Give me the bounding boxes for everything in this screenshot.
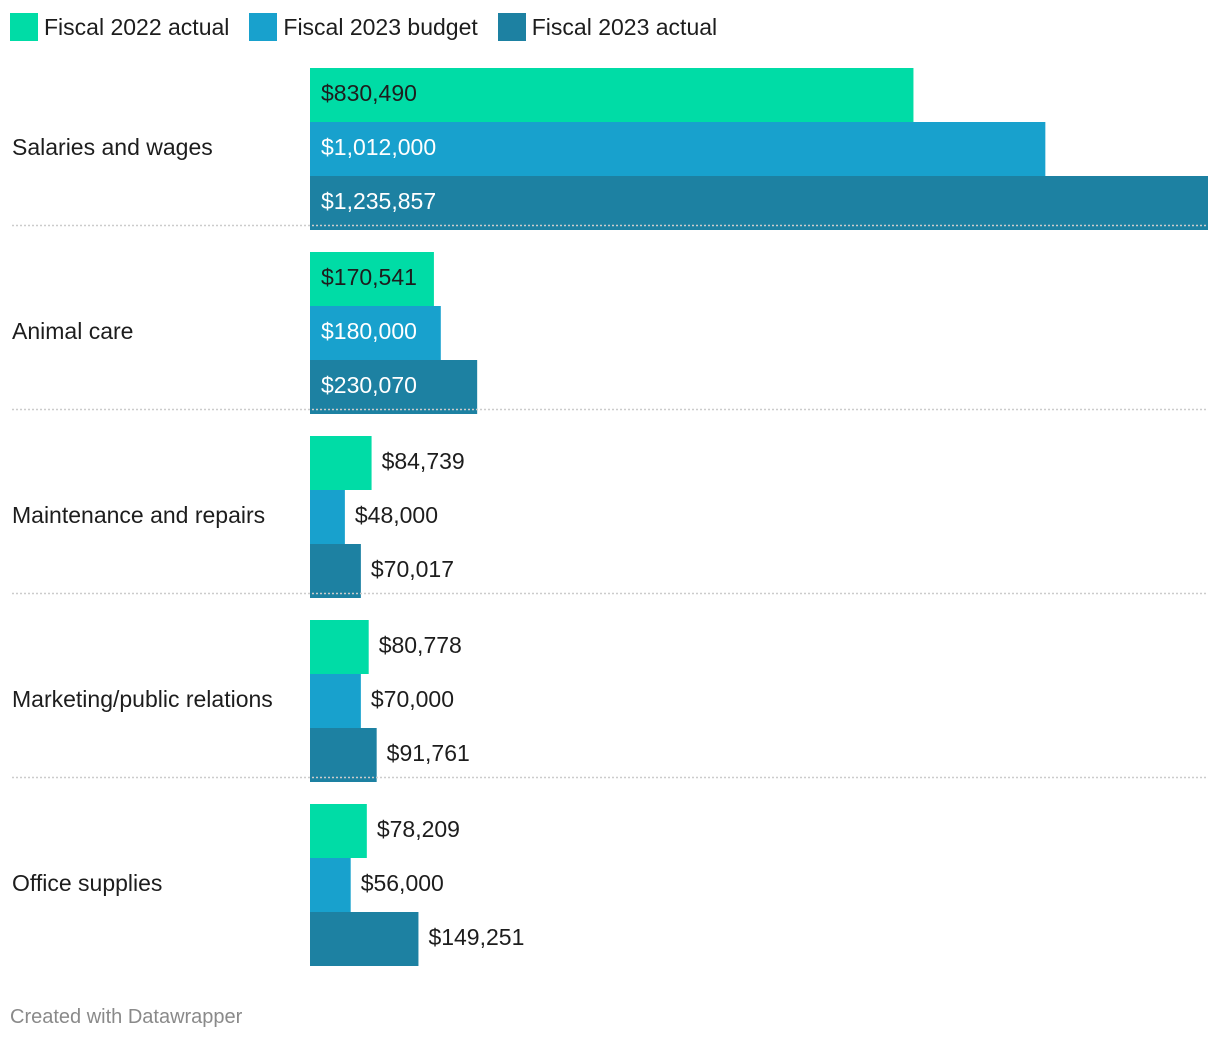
bar-label-salaries-and-wages-fiscal-2023-actual: $1,235,857 [321, 188, 436, 214]
bar-salaries-and-wages-fiscal-2023-budget [310, 122, 1046, 176]
bar-label-animal-care-fiscal-2023-budget: $180,000 [321, 318, 417, 344]
bar-animal-care-fiscal-2023-actual [310, 360, 478, 414]
bar-label-animal-care-fiscal-2022-actual: $170,541 [321, 264, 417, 290]
bar-office-supplies-fiscal-2022-actual [310, 804, 367, 858]
legend-label-fiscal-2023-budget: Fiscal 2023 budget [283, 14, 478, 40]
bar-label-marketing-public-relations-fiscal-2023-budget: $70,000 [371, 686, 454, 712]
bar-animal-care-fiscal-2022-actual [310, 252, 434, 306]
bar-label-maintenance-and-repairs-fiscal-2023-actual: $70,017 [371, 556, 454, 582]
bar-label-animal-care-fiscal-2023-actual: $230,070 [321, 372, 417, 398]
bar-label-salaries-and-wages-fiscal-2023-budget: $1,012,000 [321, 134, 436, 160]
legend-item-fiscal-2023-actual: Fiscal 2023 actual [497, 13, 718, 41]
legend-item-fiscal-2023-budget: Fiscal 2023 budget [249, 13, 478, 41]
bar-animal-care-fiscal-2023-budget [310, 306, 441, 360]
bar-maintenance-and-repairs-fiscal-2023-actual [310, 544, 361, 598]
legend-label-fiscal-2023-actual: Fiscal 2023 actual [531, 14, 718, 40]
bar-maintenance-and-repairs-fiscal-2022-actual [310, 436, 372, 490]
bar-label-office-supplies-fiscal-2023-budget: $56,000 [361, 870, 444, 896]
category-label-office-supplies: Office supplies [12, 870, 162, 896]
bar-label-maintenance-and-repairs-fiscal-2023-budget: $48,000 [355, 502, 438, 528]
category-label-animal-care: Animal care [12, 318, 133, 344]
bar-label-maintenance-and-repairs-fiscal-2022-actual: $84,739 [382, 448, 465, 474]
bar-marketing-public-relations-fiscal-2023-actual [310, 728, 377, 782]
legend-swatch-fiscal-2022-actual [10, 13, 38, 41]
bar-maintenance-and-repairs-fiscal-2023-budget [310, 490, 345, 544]
bar-marketing-public-relations-fiscal-2022-actual [310, 620, 369, 674]
category-label-salaries-and-wages: Salaries and wages [12, 134, 213, 160]
bar-salaries-and-wages-fiscal-2022-actual [310, 68, 914, 122]
legend-swatch-fiscal-2023-actual [497, 13, 526, 41]
bar-label-salaries-and-wages-fiscal-2022-actual: $830,490 [321, 80, 417, 106]
bar-marketing-public-relations-fiscal-2023-budget [310, 674, 361, 728]
legend-label-fiscal-2022-actual: Fiscal 2022 actual [44, 14, 230, 40]
category-label-maintenance-and-repairs: Maintenance and repairs [12, 502, 265, 528]
bar-office-supplies-fiscal-2023-actual [310, 912, 419, 966]
bar-salaries-and-wages-fiscal-2023-actual [310, 176, 1208, 230]
footer-credit: Created with Datawrapper [10, 1006, 243, 1028]
category-label-marketing-public-relations: Marketing/public relations [12, 686, 273, 712]
bar-chart: Salaries and wages $830,490 $1,012,000 $1,2… [12, 68, 1208, 966]
bar-office-supplies-fiscal-2023-budget [310, 858, 351, 912]
legend: Fiscal 2022 actual Fiscal 2023 budget Fi… [10, 11, 737, 43]
legend-item-fiscal-2022-actual: Fiscal 2022 actual [10, 13, 229, 41]
bar-label-marketing-public-relations-fiscal-2023-actual: $91,761 [387, 740, 470, 766]
bar-label-office-supplies-fiscal-2022-actual: $78,209 [377, 816, 460, 842]
bar-label-marketing-public-relations-fiscal-2022-actual: $80,778 [379, 632, 462, 658]
bar-label-office-supplies-fiscal-2023-actual: $149,251 [428, 924, 524, 950]
legend-swatch-fiscal-2023-budget [249, 13, 278, 41]
